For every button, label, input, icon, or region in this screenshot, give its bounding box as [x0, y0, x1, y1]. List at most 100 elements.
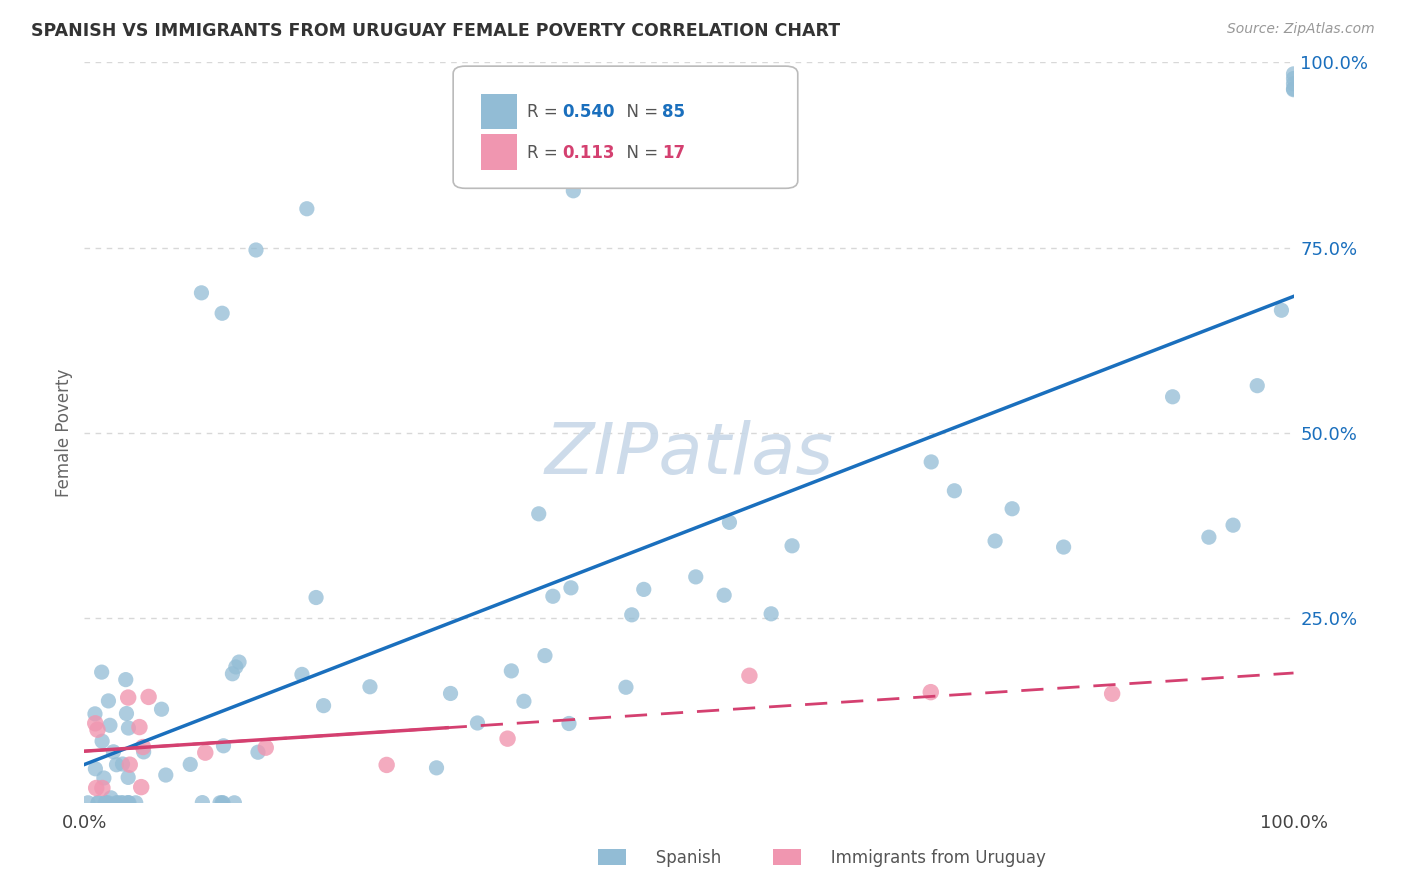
Point	[98, 718, 121, 732]
Text: 0.113: 0.113	[562, 144, 614, 161]
Text: 0.540: 0.540	[562, 103, 614, 121]
Point	[212, 796, 235, 810]
Point	[90, 665, 112, 680]
Point	[84, 762, 107, 776]
FancyBboxPatch shape	[481, 94, 517, 129]
Point	[295, 202, 318, 216]
Point	[110, 796, 132, 810]
Point	[228, 655, 250, 669]
Point	[562, 184, 585, 198]
Point	[1282, 67, 1305, 81]
Point	[179, 757, 201, 772]
Point	[541, 589, 564, 603]
Point	[111, 757, 134, 772]
Point	[1052, 540, 1074, 554]
Point	[1246, 378, 1268, 392]
Point	[125, 796, 148, 810]
Point	[1101, 687, 1123, 701]
Point	[943, 483, 966, 498]
Point	[920, 685, 942, 699]
Point	[614, 680, 637, 694]
Text: R =: R =	[527, 144, 568, 161]
Point	[107, 796, 129, 810]
Point	[105, 757, 128, 772]
Point	[97, 694, 120, 708]
Point	[245, 243, 267, 257]
Point	[84, 716, 107, 731]
Point	[1282, 82, 1305, 96]
Point	[209, 796, 232, 810]
Point	[211, 796, 233, 810]
Text: 17: 17	[662, 144, 686, 161]
Text: R =: R =	[527, 103, 562, 121]
Point	[246, 745, 269, 759]
Point	[111, 796, 134, 810]
Point	[738, 669, 761, 683]
Point	[118, 757, 141, 772]
Point	[560, 581, 582, 595]
Point	[117, 690, 139, 705]
Point	[190, 285, 212, 300]
Point	[87, 796, 110, 810]
Point	[94, 796, 117, 810]
Point	[254, 740, 277, 755]
Text: Immigrants from Uruguay: Immigrants from Uruguay	[794, 849, 1046, 867]
Point	[1161, 390, 1184, 404]
Point	[1282, 71, 1305, 86]
Point	[97, 796, 120, 810]
Point	[138, 690, 160, 704]
Point	[305, 591, 328, 605]
Point	[221, 666, 243, 681]
Point	[191, 796, 214, 810]
Point	[150, 702, 173, 716]
Text: N =: N =	[616, 144, 664, 161]
Point	[117, 721, 139, 735]
Point	[439, 686, 461, 700]
Point	[117, 796, 139, 810]
Point	[685, 570, 707, 584]
Point	[513, 694, 536, 708]
Point	[1282, 77, 1305, 91]
Point	[1270, 303, 1292, 318]
Point	[155, 768, 177, 782]
Point	[633, 582, 655, 597]
Point	[759, 607, 782, 621]
Point	[984, 533, 1007, 548]
Point	[467, 716, 489, 731]
Text: Spanish: Spanish	[619, 849, 721, 867]
Point	[114, 673, 136, 687]
Point	[96, 796, 118, 810]
Point	[129, 780, 152, 794]
Point	[212, 739, 235, 753]
Point	[527, 507, 550, 521]
Text: SPANISH VS IMMIGRANTS FROM URUGUAY FEMALE POVERTY CORRELATION CHART: SPANISH VS IMMIGRANTS FROM URUGUAY FEMAL…	[31, 22, 839, 40]
Point	[225, 660, 247, 674]
FancyBboxPatch shape	[481, 135, 517, 169]
Point	[224, 796, 246, 810]
Point	[91, 734, 114, 748]
Point	[86, 723, 108, 737]
Point	[780, 539, 803, 553]
Point	[1222, 518, 1244, 533]
Point	[496, 731, 519, 746]
Point	[84, 706, 107, 721]
Point	[501, 664, 523, 678]
Point	[1282, 83, 1305, 97]
Point	[77, 796, 100, 810]
Y-axis label: Female Poverty: Female Poverty	[55, 368, 73, 497]
Point	[128, 720, 150, 734]
Point	[920, 455, 942, 469]
Point	[620, 607, 643, 622]
Point	[534, 648, 557, 663]
Point	[115, 706, 138, 721]
Point	[93, 771, 115, 785]
Point	[117, 796, 139, 810]
Point	[103, 745, 125, 759]
Point	[1001, 501, 1024, 516]
Point	[359, 680, 381, 694]
Point	[84, 780, 107, 795]
Text: Source: ZipAtlas.com: Source: ZipAtlas.com	[1227, 22, 1375, 37]
Point	[375, 758, 398, 772]
Point	[211, 306, 233, 320]
Point	[558, 716, 581, 731]
